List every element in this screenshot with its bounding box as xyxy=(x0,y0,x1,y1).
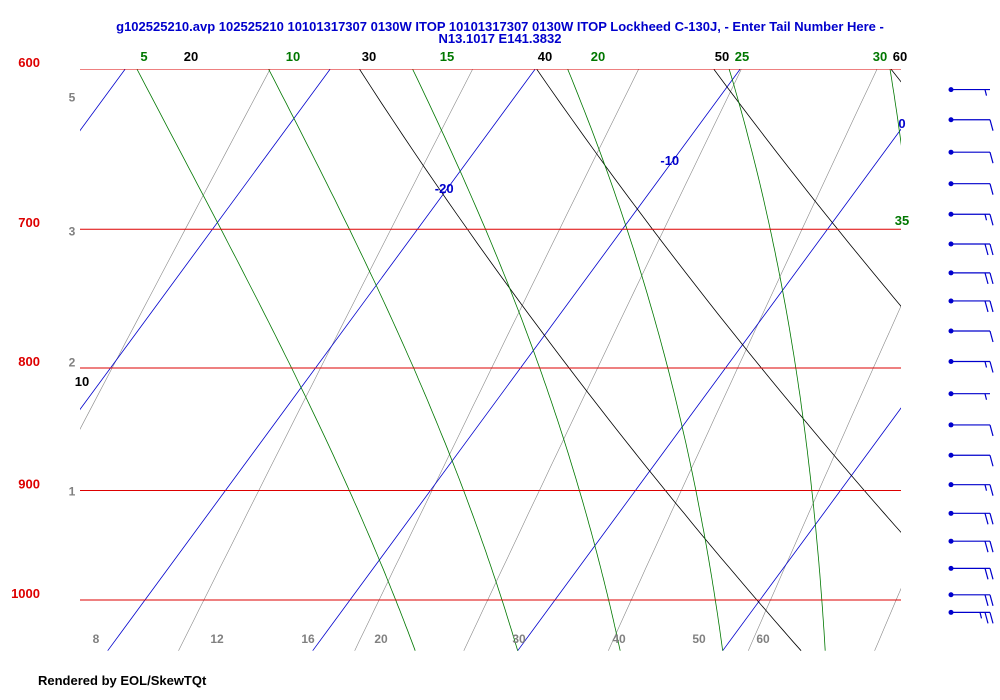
moist-adiabat-label: 15 xyxy=(440,49,454,64)
grid-labels: 600 700 800 900 1000 -20 -10 0 10 20 30 40 10 20 30 40 5… xyxy=(11,49,909,646)
dry-adiabat-label: 40 xyxy=(538,49,552,64)
pressure-label-800: 800 xyxy=(18,354,40,369)
sounding-traces xyxy=(910,74,1000,612)
isotherm-20 xyxy=(928,52,1000,651)
height-km-label: 2 xyxy=(69,356,76,370)
height-km-label: 1 xyxy=(69,484,76,498)
pressure-label-1000: 1000 xyxy=(11,586,40,601)
pressure-label-700: 700 xyxy=(18,215,40,230)
pressure-label-600: 600 xyxy=(18,55,40,70)
wind-barb xyxy=(948,87,990,96)
dry-adiabat-283 xyxy=(358,69,802,651)
dry-adiabat-313 xyxy=(890,69,901,83)
height-km-label: 5 xyxy=(69,90,76,104)
wind-barb xyxy=(948,270,994,285)
isotherm-label: -10 xyxy=(660,153,679,168)
isotherm--40 xyxy=(80,69,126,132)
isotherm--20 xyxy=(107,69,536,651)
wind-barbs xyxy=(948,87,994,624)
mixing-ratio-line-5 xyxy=(748,305,901,651)
moist-adiabat-label: 25 xyxy=(735,49,749,64)
moist-adiabat-10 xyxy=(567,69,724,651)
dry-adiabat-label: 20 xyxy=(184,49,198,64)
wind-barb xyxy=(948,149,994,164)
moist-adiabat--5 xyxy=(136,69,416,651)
moist-adiabat-5 xyxy=(412,69,621,651)
mixing-ratio-line-3 xyxy=(463,69,742,651)
dry-adiabat-label: 10 xyxy=(75,374,89,389)
wind-barb xyxy=(948,181,994,195)
wind-barb xyxy=(948,538,994,553)
isotherm-label: 0 xyxy=(898,116,905,131)
wind-barb xyxy=(948,565,994,580)
mixing-ratio-label: 40 xyxy=(612,632,626,646)
isotherm--10 xyxy=(312,69,741,651)
mixing-ratio-line-7 xyxy=(968,52,1000,651)
isotherm--30 xyxy=(80,69,331,411)
isotherm-10 xyxy=(722,407,901,651)
wind-barb xyxy=(948,211,994,226)
mixing-ratio-line-0 xyxy=(80,69,271,430)
moist-adiabat-label: 20 xyxy=(591,49,605,64)
dewpoint-trace xyxy=(910,74,1000,612)
grid-lines xyxy=(80,52,1000,651)
wind-barb xyxy=(948,391,990,400)
footer-credit: Rendered by EOL/SkewTQt xyxy=(38,673,207,688)
mixing-ratio-line-4 xyxy=(608,69,878,651)
mixing-ratio-label: 60 xyxy=(756,632,770,646)
mixing-ratio-line-1 xyxy=(178,69,474,651)
moist-adiabat-label: 10 xyxy=(286,49,300,64)
mixing-ratio-label: 20 xyxy=(374,632,388,646)
mixing-ratio-line-6 xyxy=(874,587,901,651)
mixing-ratio-label: 12 xyxy=(210,632,224,646)
moist-adiabat-label: 5 xyxy=(140,49,147,64)
chart-subtitle: N13.1017 E141.3832 xyxy=(439,31,562,46)
wind-barb xyxy=(948,422,994,437)
height-km-label: 3 xyxy=(69,225,76,239)
isotherm-0 xyxy=(517,128,901,651)
mixing-ratio-line-2 xyxy=(354,69,640,651)
wind-barb xyxy=(948,241,994,256)
dry-adiabat-303 xyxy=(713,69,901,307)
wind-barb xyxy=(948,328,994,343)
isotherm-label: -20 xyxy=(435,181,454,196)
wind-barb xyxy=(948,482,994,496)
dry-adiabat-label: 50 xyxy=(715,49,729,64)
dry-adiabat-293 xyxy=(536,69,901,533)
mixing-ratio-label: 50 xyxy=(692,632,706,646)
moist-adiabat-label: 35 xyxy=(895,213,909,228)
moist-adiabat-label: 30 xyxy=(873,49,887,64)
moist-adiabat-15 xyxy=(728,69,826,651)
wind-barb xyxy=(948,609,994,624)
wind-barb xyxy=(948,117,994,131)
wind-barb xyxy=(948,510,994,525)
mixing-ratio-label: 8 xyxy=(93,632,100,646)
mixing-ratio-label: 30 xyxy=(512,632,526,646)
wind-barb xyxy=(948,359,994,373)
wind-barb xyxy=(948,452,994,467)
mixing-ratio-label: 16 xyxy=(301,632,315,646)
wind-barb xyxy=(948,298,994,313)
moist-adiabat-20 xyxy=(889,69,901,146)
wind-barb xyxy=(948,592,994,606)
dry-adiabat-label: 30 xyxy=(362,49,376,64)
chart-title: g102525210.avp 102525210 10101317307 013… xyxy=(116,19,884,34)
dry-adiabat-label: 60 xyxy=(893,49,907,64)
pressure-label-900: 900 xyxy=(18,476,40,491)
moist-adiabat-0 xyxy=(268,69,519,651)
